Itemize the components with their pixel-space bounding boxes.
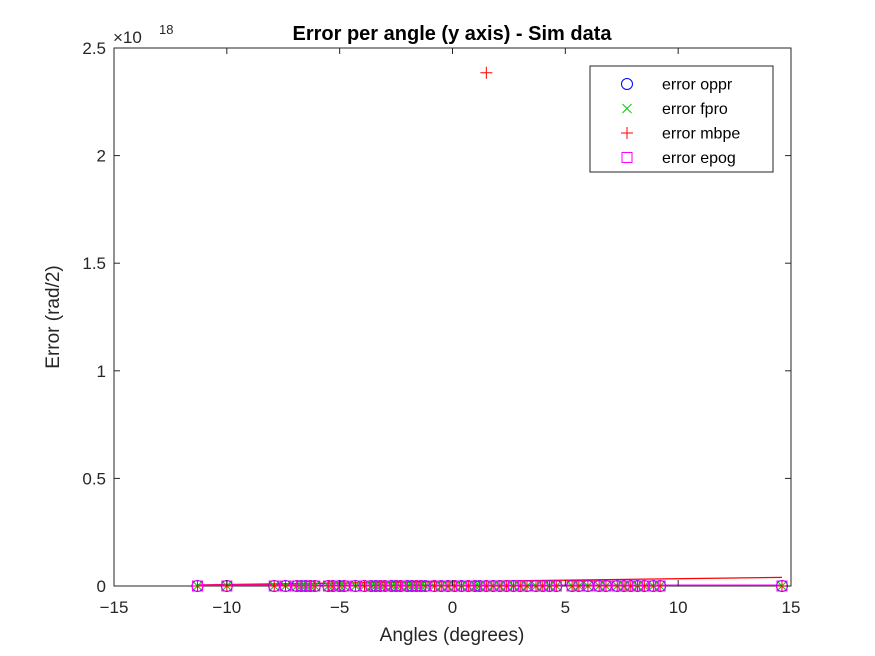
y-exponent-power: 18 (159, 22, 173, 37)
point-error-epog (544, 580, 556, 592)
point-error-epog (550, 580, 562, 592)
point-error-epog (419, 580, 431, 592)
legend-marker-square (621, 152, 633, 163)
point-error-epog (593, 580, 605, 592)
point-error-epog (582, 580, 594, 592)
point-error-epog (638, 580, 650, 592)
x-tick-label: −10 (212, 598, 241, 617)
point-error-mbpe (654, 580, 667, 592)
point-error-epog (632, 580, 644, 592)
x-tick-label: −15 (100, 598, 129, 617)
point-error-epog (268, 580, 280, 592)
point-error-epog (530, 580, 542, 592)
point-error-mbpe (191, 580, 204, 592)
y-axis-label: Error (rad/2) (43, 265, 64, 368)
y-tick-label: 1 (97, 362, 106, 381)
legend-marker-plus (621, 127, 633, 139)
point-error-epog (480, 580, 492, 592)
point-error-epog (309, 580, 321, 592)
point-error-epog (618, 580, 630, 592)
point-error-epog (625, 580, 637, 592)
y-tick-label: 2.5 (82, 39, 106, 58)
point-error-epog (280, 580, 292, 592)
point-error-epog (462, 580, 474, 592)
point-error-mbpe (268, 580, 281, 592)
x-tick-label: 10 (669, 598, 688, 617)
axis-ticks: −15 −10 −5 0 5 10 15 0 0.5 1 1.5 2 2.5 (82, 39, 800, 617)
point-error-epog (647, 580, 659, 592)
legend-entry-label: error fpro (662, 101, 728, 118)
point-error-epog (449, 580, 461, 592)
x-tick-label: −5 (330, 598, 349, 617)
point-error-epog (611, 580, 623, 592)
y-tick-label: 0.5 (82, 469, 106, 488)
point-error-mbpe (279, 580, 292, 592)
point-error-epog (521, 580, 533, 592)
point-error-epog (494, 580, 506, 592)
point-error-epog (487, 580, 499, 592)
x-tick-label: 5 (561, 598, 570, 617)
point-error-epog (327, 580, 339, 592)
point-error-epog (654, 580, 666, 592)
x-tick-label: 0 (448, 598, 457, 617)
point-error-epog (537, 580, 549, 592)
legend-box (589, 65, 774, 173)
y-exponent-base: ×10 (113, 28, 142, 47)
point-error-epog (573, 580, 585, 592)
point-error-epog (566, 580, 578, 592)
point-error-mbpe (550, 580, 563, 592)
point-error-epog (349, 580, 361, 592)
point-error-epog (428, 580, 440, 592)
y-tick-label: 0 (97, 577, 106, 596)
point-error-epog (358, 580, 370, 592)
x-axis-label: Angles (degrees) (380, 625, 525, 646)
legend-marker-circle (621, 78, 633, 90)
point-error-epog (474, 580, 486, 592)
point-error-epog (191, 580, 203, 592)
y-tick-label: 2 (97, 147, 106, 166)
x-tick-label: 15 (782, 598, 801, 617)
legend-entry-label: error epog (662, 150, 736, 167)
point-error-epog (514, 580, 526, 592)
chart-title: Error per angle (y axis) - Sim data (293, 23, 613, 45)
legend-marker-x (622, 103, 632, 114)
y-tick-label: 1.5 (82, 254, 106, 273)
point-error-epog (501, 580, 513, 592)
point-error-epog (456, 580, 468, 592)
point-error-mbpe-outlier (480, 66, 493, 79)
point-error-epog (507, 580, 519, 592)
data-markers (191, 66, 788, 592)
point-error-epog (379, 580, 391, 592)
legend: error oppr error fpro error mbpe error epog (589, 65, 774, 173)
legend-entry-label: error mbpe (662, 126, 740, 143)
point-error-mbpe (599, 580, 612, 592)
point-error-epog (395, 580, 407, 592)
legend-entry-label: error oppr (662, 77, 733, 94)
point-error-epog (435, 580, 447, 592)
point-error-epog (600, 580, 612, 592)
